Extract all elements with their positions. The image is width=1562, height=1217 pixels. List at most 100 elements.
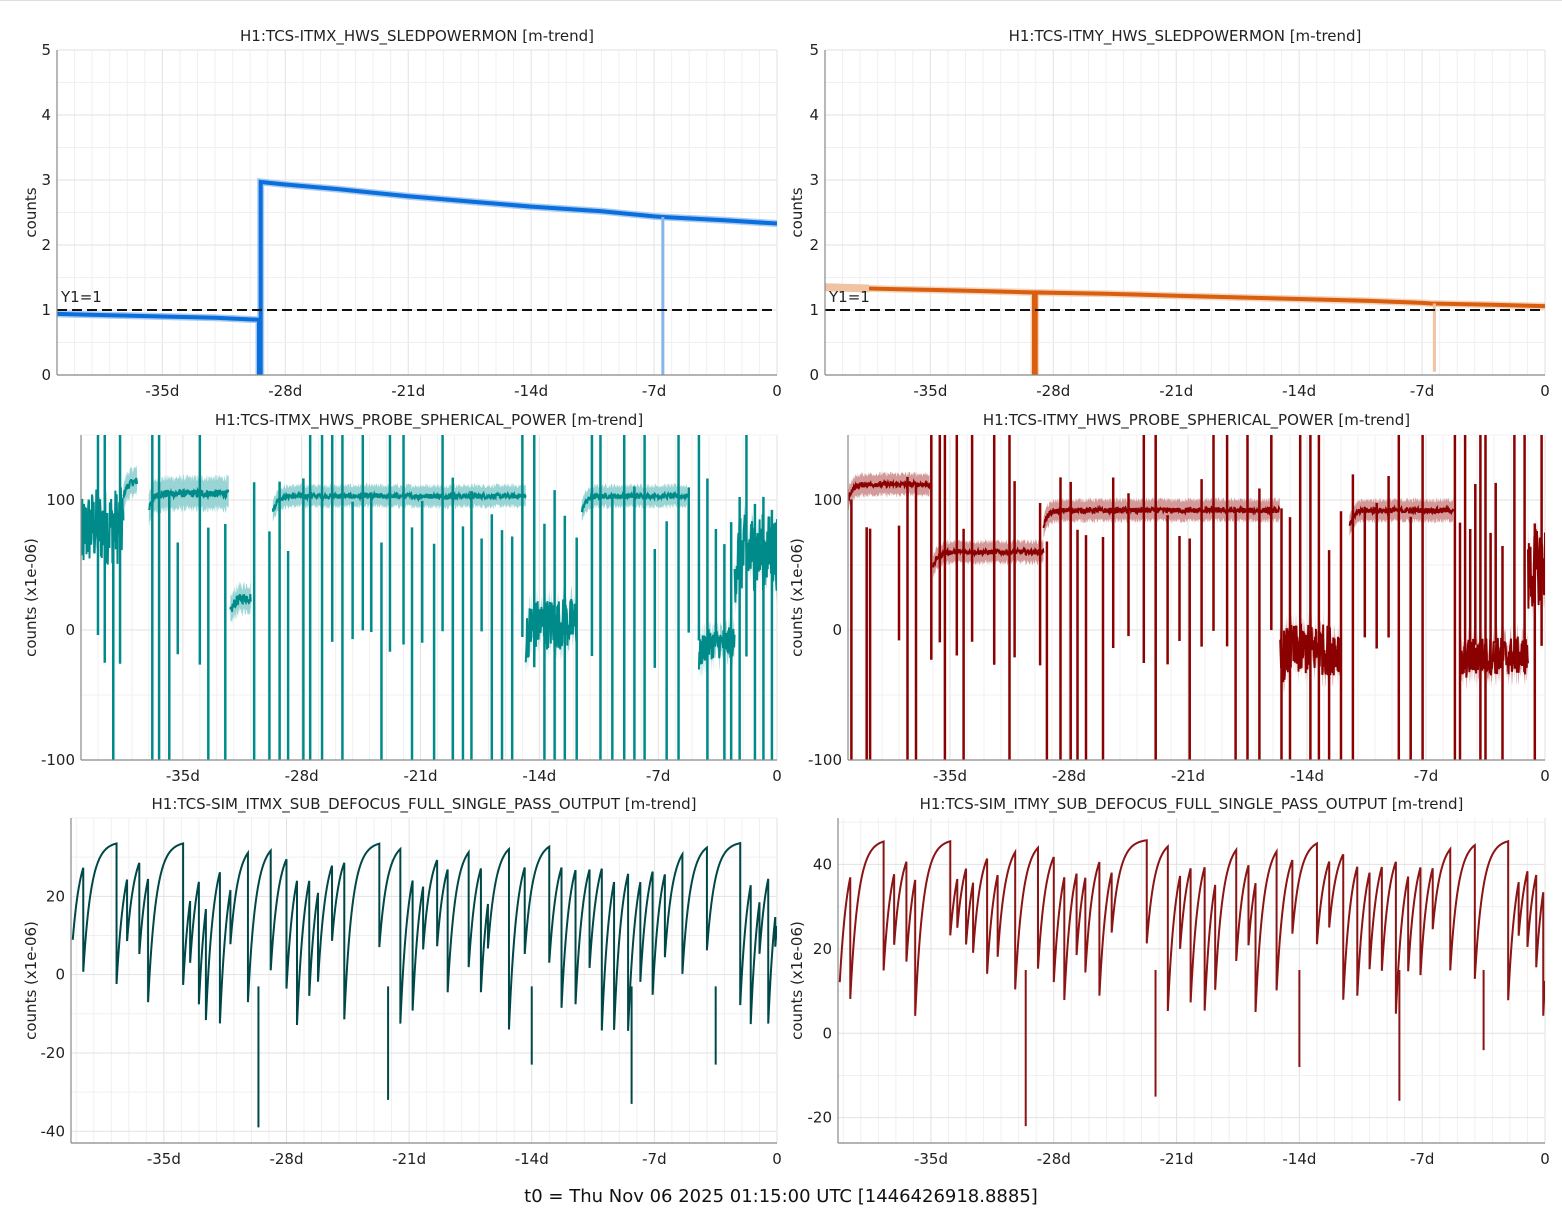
x-tick-label: 0 <box>772 767 782 785</box>
y-tick-label: 5 <box>809 41 819 59</box>
series-line <box>71 841 777 1031</box>
y-tick-label: 20 <box>813 940 832 958</box>
grid <box>71 817 778 1143</box>
x-tick-label: -7d <box>642 382 666 400</box>
y-tick-label: 1 <box>41 301 51 319</box>
x-tick-label: -28d <box>1037 1150 1071 1168</box>
series-line <box>229 593 252 612</box>
series-band <box>868 285 1545 375</box>
x-tick-label: -14d <box>1290 767 1324 785</box>
series-line <box>1348 504 1455 527</box>
y-tick-label: 5 <box>41 41 51 59</box>
series-band <box>933 539 1044 578</box>
series-line <box>122 477 139 498</box>
data-layer <box>825 283 1545 375</box>
series-band <box>57 178 777 375</box>
x-tick-label: -35d <box>933 767 967 785</box>
plot-itmx-probe-spherical-power: -100 0 100 -35d -28d -21d -14d -7d 0 H1:TCS-ITMX_… <box>22 411 782 785</box>
top-border <box>0 0 1562 1</box>
plot-title: H1:TCS-ITMY_HWS_SLEDPOWERMON [m-trend] <box>1009 27 1362 46</box>
y-tick-label: 3 <box>41 171 51 189</box>
series-line <box>932 546 1045 568</box>
x-tick-label: 0 <box>1540 1150 1550 1168</box>
series-line <box>868 286 1545 375</box>
series-band <box>123 465 138 511</box>
x-tick-label: -14d <box>1282 1150 1316 1168</box>
plot-title: H1:TCS-ITMX_HWS_PROBE_SPHERICAL_POWER [m… <box>215 411 643 430</box>
grid <box>824 49 1546 376</box>
series-band <box>698 614 735 683</box>
series-line <box>838 839 1545 1016</box>
y-tick-label: 100 <box>813 491 842 509</box>
y-tick-label: 1 <box>809 301 819 319</box>
y-axis-label: counts (x1e-06) <box>22 921 40 1040</box>
y-tick-label: 100 <box>46 491 75 509</box>
data-layer <box>81 435 777 760</box>
y-tick-label: -20 <box>41 1044 66 1062</box>
y-tick-label: 40 <box>813 855 832 873</box>
reference-line-label: Y1=1 <box>828 288 870 306</box>
x-tick-label: -21d <box>1159 382 1193 400</box>
plot-itmy-probe-spherical-power: -100 0 100 -35d -28d -21d -14d -7d 0 H1:TCS-ITMY_… <box>788 411 1550 785</box>
data-layer <box>848 435 1545 760</box>
x-tick-label: -28d <box>1036 382 1070 400</box>
plot-sim-itmy-sub-defocus: -20 0 20 40 -35d -28d -21d -14d -7d 0 H1:TCS-SIM_I… <box>788 795 1550 1168</box>
y-axis-label: counts (x1e-06) <box>22 538 40 657</box>
x-tick-label: -35d <box>145 382 179 400</box>
x-tick-label: -21d <box>1160 1150 1194 1168</box>
y-axis-label: counts (x1e-06) <box>788 921 806 1040</box>
x-tick-label: -21d <box>391 382 425 400</box>
x-tick-label: -28d <box>1052 767 1086 785</box>
series-line <box>147 486 230 511</box>
x-tick-label: -7d <box>642 1150 666 1168</box>
x-tick-label: 0 <box>772 382 782 400</box>
x-tick-label: -21d <box>392 1150 426 1168</box>
x-tick-label: -7d <box>1414 767 1438 785</box>
y-tick-label: -20 <box>808 1109 833 1127</box>
plot-title: H1:TCS-ITMX_HWS_SLEDPOWERMON [m-trend] <box>240 27 594 46</box>
plot-itmx-sledpowermon: Y1=1 0 1 2 3 4 5 -35d -28d -21d -14d -7d 0 H1:TCS-ITM… <box>22 27 782 400</box>
series-band <box>1349 497 1454 537</box>
x-tick-label: 0 <box>1540 382 1550 400</box>
x-tick-label: 0 <box>1540 767 1550 785</box>
x-tick-label: -28d <box>285 767 319 785</box>
y-axis-label: counts <box>22 187 40 237</box>
series-band <box>230 581 251 625</box>
x-tick-label: -35d <box>913 382 947 400</box>
y-tick-label: -100 <box>808 751 842 769</box>
grid <box>56 49 778 376</box>
plot-title: H1:TCS-SIM_ITMX_SUB_DEFOCUS_FULL_SINGLE_… <box>152 795 697 814</box>
y-tick-label: 2 <box>41 236 51 254</box>
data-layer <box>57 178 777 375</box>
x-tick-label: -35d <box>147 1150 181 1168</box>
y-axis-label: counts (x1e-06) <box>788 538 806 657</box>
y-tick-label: -40 <box>41 1122 66 1140</box>
y-tick-label: 2 <box>809 236 819 254</box>
y-tick-label: 0 <box>809 366 819 384</box>
y-tick-label: 0 <box>41 366 51 384</box>
x-tick-label: -14d <box>515 1150 549 1168</box>
y-tick-label: 4 <box>41 106 51 124</box>
y-axis-label: counts <box>788 187 806 237</box>
y-tick-label: 3 <box>809 171 819 189</box>
y-tick-label: 4 <box>809 106 819 124</box>
x-tick-label: -14d <box>514 382 548 400</box>
plot-itmy-sledpowermon: Y1=1 0 1 2 3 4 5 -35d -28d -21d -14d -7d 0 H1:TCS-ITM… <box>788 27 1550 400</box>
t0-label: t0 = Thu Nov 06 2025 01:15:00 UTC [14464… <box>524 1186 1038 1207</box>
x-tick-label: -14d <box>522 767 556 785</box>
series-band <box>848 471 930 510</box>
x-tick-label: -35d <box>166 767 200 785</box>
x-tick-label: -21d <box>403 767 437 785</box>
series-band <box>1043 497 1280 539</box>
series-line <box>1459 636 1529 681</box>
x-tick-label: -7d <box>1410 382 1434 400</box>
reference-line-label: Y1=1 <box>60 288 102 306</box>
y-tick-label: -100 <box>41 751 75 769</box>
series-band <box>148 474 229 526</box>
data-layer <box>838 839 1545 1127</box>
y-tick-label: 20 <box>46 887 65 905</box>
x-tick-label: -7d <box>1410 1150 1434 1168</box>
x-tick-label: -14d <box>1282 382 1316 400</box>
series-line <box>1042 504 1281 529</box>
